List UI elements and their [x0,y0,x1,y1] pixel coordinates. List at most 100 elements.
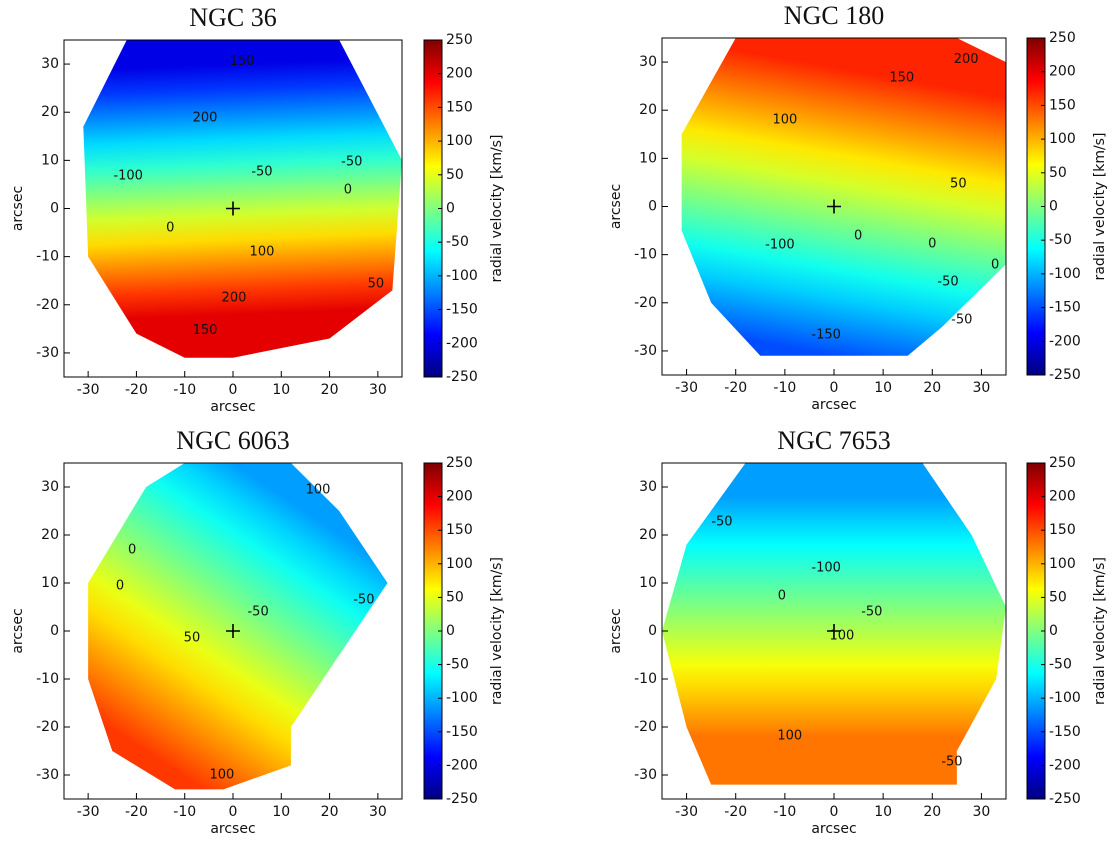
y-axis-label: arcsec [10,608,26,653]
contour-label: 100 [250,244,275,259]
colorbar-tick-label: 0 [446,623,455,639]
colorbar-tick-label: 50 [446,589,464,605]
colorbar-tick-label: 150 [446,99,473,115]
y-tick-label: -30 [634,343,657,359]
contour-label: -50 [937,275,958,290]
y-tick-label: 10 [639,150,657,166]
x-tick-label: -20 [125,804,148,820]
y-tick-label: -20 [634,295,657,311]
colorbar-tick-label: -50 [1049,657,1072,673]
colorbar-tick-label: -100 [446,690,478,706]
y-tick-label: -10 [634,671,657,687]
colorbar-tick-label: 200 [446,66,473,82]
contour-label: -50 [861,604,882,619]
contour-label: -50 [711,515,732,530]
contour-label: 0 [991,258,999,273]
x-tick-label: -10 [173,382,196,398]
colorbar-tick-label: 100 [1049,131,1076,147]
colorbar-tick-label: -100 [1049,266,1081,282]
x-axis-label: arcsec [811,397,856,413]
velocity-field [681,38,1006,356]
y-axis-label: arcsec [10,186,26,231]
contour-label: 0 [854,228,862,243]
y-tick-label: 0 [50,623,59,639]
x-tick-label: 10 [874,804,892,820]
y-tick-label: 20 [41,527,59,543]
contour-label: -150 [811,328,841,343]
y-tick-label: -30 [36,767,59,783]
contour-label: 50 [368,277,385,292]
contour-label: 200 [954,52,979,67]
colorbar-tick-label: -50 [1049,232,1072,248]
colorbar-tick-label: -100 [446,268,478,284]
colorbar-tick-label: -200 [1049,757,1081,773]
colorbar-tick-label: -50 [446,234,469,250]
y-axis-label: arcsec [608,608,624,653]
y-tick-label: 10 [41,575,59,591]
center-cross [827,624,841,638]
colorbar-tick-label: 150 [1049,97,1076,113]
colorbar-tick-label: -250 [446,791,478,807]
x-tick-label: -20 [724,804,747,820]
colorbar-label: radial velocity [km/s] [1092,133,1108,281]
contour-label: -50 [951,313,972,328]
colorbar-tick-label: 100 [446,556,473,572]
contour-label: 100 [209,768,234,783]
colorbar-tick-label: -250 [1049,367,1081,383]
colorbar-tick-label: 50 [1049,589,1067,605]
contour-label: 0 [166,220,174,235]
colorbar-tick-label: 0 [1049,623,1058,639]
colorbar-tick-label: -200 [446,757,478,773]
x-axis-label: arcsec [210,821,255,837]
x-tick-label: 10 [272,382,290,398]
colorbar-tick-label: 250 [1049,30,1076,46]
colorbar-tick-label: 250 [446,455,473,471]
x-tick-label: -30 [675,804,698,820]
colorbar-tick-label: 100 [1049,556,1076,572]
x-tick-label: 0 [830,804,839,820]
x-tick-label: 20 [321,382,339,398]
colorbar-tick-label: -50 [446,657,469,673]
contour-label: -50 [251,164,272,179]
contour-label: 0 [116,578,124,593]
y-tick-label: -30 [634,767,657,783]
y-tick-label: 30 [41,56,59,72]
y-tick-label: 0 [648,199,657,215]
y-tick-label: -10 [634,247,657,263]
y-tick-label: -20 [634,719,657,735]
contour-label: -50 [353,592,374,607]
colorbar-tick-label: 0 [446,201,455,217]
colorbar-tick-label: -150 [1049,300,1081,316]
colorbar-tick-label: -200 [1049,333,1081,349]
y-tick-label: -20 [36,719,59,735]
chart-title: NGC 180 [784,1,884,30]
colorbar-tick-label: -250 [446,369,478,385]
chart-title: NGC 36 [189,3,276,32]
contour-label: 100 [772,112,797,127]
contour-label: 50 [184,631,201,646]
colorbar-tick-label: 100 [446,133,473,149]
contour-label: 0 [128,542,136,557]
y-tick-label: -30 [36,345,59,361]
colorbar-tick-label: 50 [1049,165,1067,181]
colorbar-tick-label: 250 [1049,455,1076,471]
velocity-field [662,463,1006,785]
x-tick-label: -10 [773,804,796,820]
contour-label: 0 [778,588,786,603]
center-cross [827,199,841,214]
colorbar-tick-label: -200 [446,335,478,351]
x-tick-label: 10 [272,804,290,820]
colorbar-tick-label: -150 [1049,724,1081,740]
contour-label: 200 [222,291,247,306]
x-axis-label: arcsec [811,821,856,837]
x-tick-label: -30 [77,382,100,398]
x-tick-label: 0 [229,382,238,398]
x-tick-label: -20 [724,380,747,396]
contour-label: -50 [341,154,362,169]
y-tick-label: 30 [639,54,657,70]
y-tick-label: 30 [41,479,59,495]
x-tick-label: 30 [369,804,387,820]
contour-label: -150 [225,54,255,69]
